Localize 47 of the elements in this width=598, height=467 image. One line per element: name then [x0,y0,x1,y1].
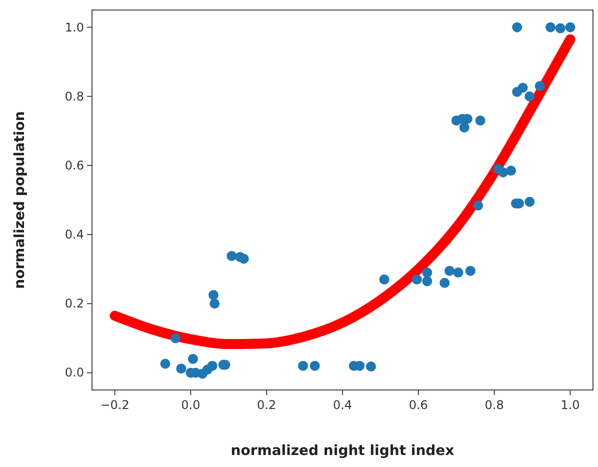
point [512,22,522,32]
x-tick-label: 0.2 [257,398,276,412]
x-tick-label: 0.8 [484,398,504,412]
point [412,274,422,284]
point [453,268,464,278]
point [473,200,483,211]
y-tick-label: 0.4 [64,228,84,242]
point [440,278,450,288]
y-tick-label: 0.8 [64,89,84,104]
point [524,196,535,207]
point [465,266,476,276]
point [555,23,566,34]
point [207,360,218,371]
point [160,358,170,369]
point [379,274,390,284]
x-tick-label: −0.2 [100,398,130,412]
point [545,22,556,32]
point [524,91,535,102]
y-tick-label: 0.6 [64,158,84,172]
x-tick-label: 1.0 [560,398,580,412]
point [366,362,376,372]
point [534,81,545,91]
point [176,364,186,374]
x-tick-label: 0.4 [332,398,352,412]
point [226,250,237,261]
point [475,116,486,126]
point [208,290,218,300]
point [506,166,516,176]
point [298,360,308,371]
y-tick-label: 1.0 [64,20,84,34]
point [188,354,198,364]
point [444,266,455,276]
y-tick-label: 0.0 [64,366,84,380]
point [565,22,576,32]
y-tick-label: 0.2 [64,296,84,311]
x-tick-label: 0.0 [181,398,200,412]
point [238,254,249,264]
point [210,298,220,309]
point [170,333,180,344]
point [518,82,528,93]
point [422,268,432,278]
y-axis-title: normalized population [12,111,28,289]
x-axis-title: normalized night light index [230,443,454,459]
point [422,276,432,286]
x-tick-label: 0.6 [408,398,428,412]
point [310,360,320,371]
point [459,122,470,132]
